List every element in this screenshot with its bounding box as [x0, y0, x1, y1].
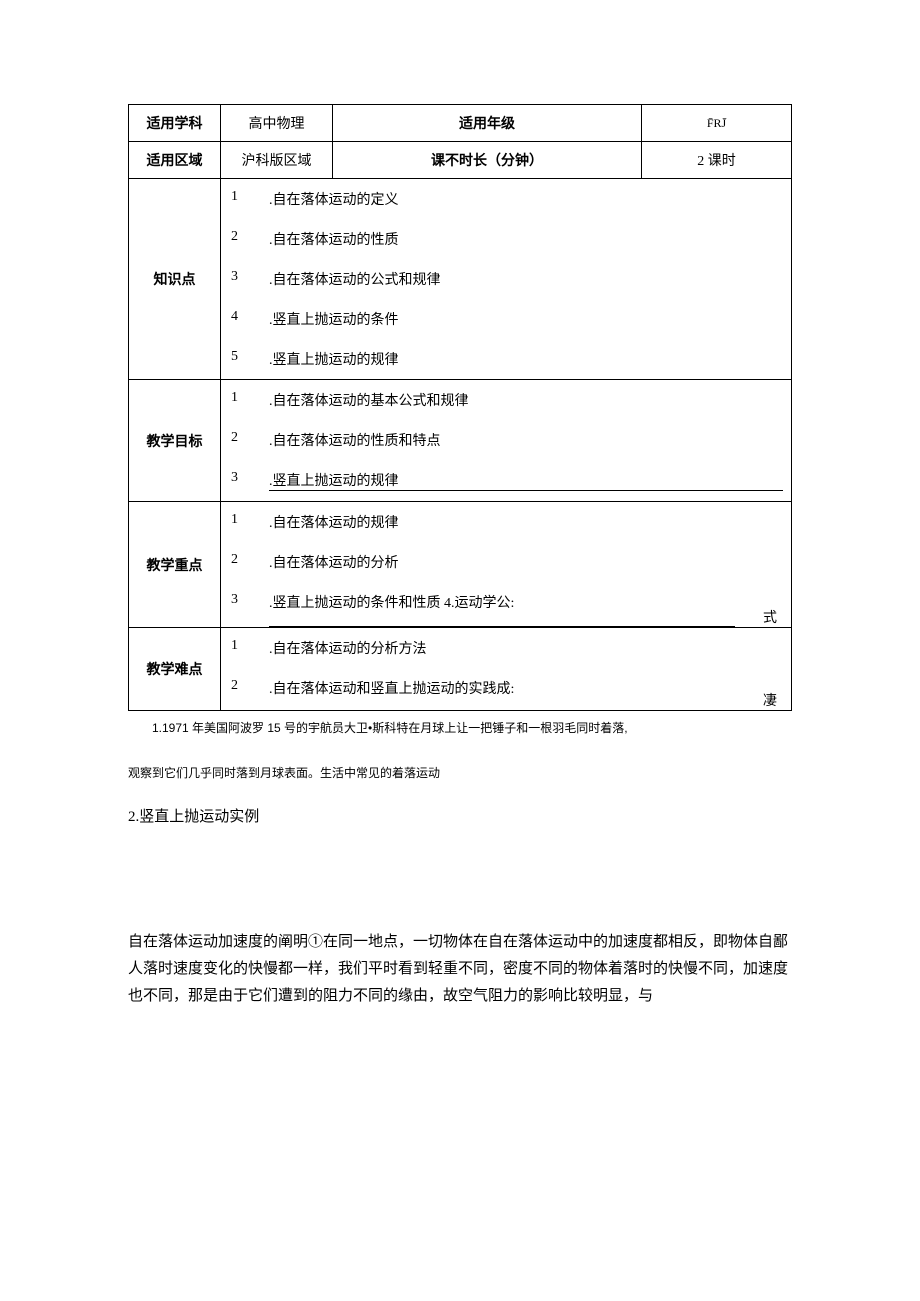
- item-text: .竖直上抛运动的条件: [269, 309, 634, 329]
- list-item: 5 .竖直上抛运动的规律: [221, 339, 642, 379]
- list-item: 2 .自在落体运动的性质和特点: [221, 420, 791, 460]
- item-number: 1: [229, 638, 269, 658]
- item-number: 2: [229, 430, 269, 450]
- empty-cell: [642, 179, 792, 380]
- item-text: .自在落体运动的性质和特点: [269, 430, 783, 450]
- item-text: .自在落体运动的公式和规律: [269, 269, 634, 289]
- item-text: .自在落体运动的性质: [269, 229, 634, 249]
- item-text: .竖直上抛运动的规律: [269, 349, 634, 369]
- knowledge-list: 1 .自在落体运动的定义 2 .自在落体运动的性质 3 .自在落体运动的公式和规…: [221, 179, 642, 380]
- item-number: 1: [229, 390, 269, 410]
- objectives-label: 教学目标: [129, 380, 221, 502]
- subject-label: 适用学科: [129, 105, 221, 142]
- curriculum-table: 适用学科 高中物理 适用年级 F̄RJ̄ 适用区域 沪科版区域 课不时长（分钟）…: [128, 104, 792, 711]
- paragraph: 自在落体运动加速度的阐明①在同一地点，一切物体在自在落体运动中的加速度都相反，即…: [128, 929, 792, 1010]
- list-item: 1 .自在落体运动的基本公式和规律: [221, 380, 791, 420]
- list-item: 3 .竖直上抛运动的规律: [221, 460, 791, 501]
- item-text: .自在落体运动的基本公式和规律: [269, 390, 783, 410]
- list-item: 1 .自在落体运动的定义: [221, 179, 642, 219]
- difficulties-list: 1 .自在落体运动的分析方法 2 .自在落体运动和竖直上抛运动的实践成: 凄: [221, 628, 792, 711]
- table-row: 教学难点 1 .自在落体运动的分析方法 2 .自在落体运动和竖直上抛运动的实践成…: [129, 628, 792, 711]
- item-number: 3: [229, 592, 269, 627]
- list-item: 1 .自在落体运动的规律: [221, 502, 791, 542]
- duration-value: 2 课时: [642, 142, 792, 179]
- item-text: .自在落体运动和竖直上抛运动的实践成:: [269, 678, 735, 710]
- grade-label: 适用年级: [333, 105, 642, 142]
- keypoints-label: 教学重点: [129, 502, 221, 628]
- list-item: 3 .自在落体运动的公式和规律: [221, 259, 642, 299]
- item-text: .自在落体运动的定义: [269, 189, 634, 209]
- subject-value: 高中物理: [221, 105, 333, 142]
- list-item: 2 .自在落体运动的性质: [221, 219, 642, 259]
- item-suffix: 式: [735, 607, 783, 627]
- difficulties-label: 教学难点: [129, 628, 221, 711]
- item-number: 2: [229, 678, 269, 710]
- grade-value: F̄RJ̄: [642, 105, 792, 142]
- duration-label: 课不时长（分钟）: [333, 142, 642, 179]
- item-text: .自在落体运动的分析方法: [269, 638, 783, 658]
- knowledge-label: 知识点: [129, 179, 221, 380]
- item-number: 4: [229, 309, 269, 329]
- region-label: 适用区域: [129, 142, 221, 179]
- item-text: .自在落体运动的分析: [269, 552, 783, 572]
- table-row: 教学重点 1 .自在落体运动的规律 2 .自在落体运动的分析 3 .竖直上抛运动…: [129, 502, 792, 628]
- table-row: 知识点 1 .自在落体运动的定义 2 .自在落体运动的性质 3 .自在落体运动的…: [129, 179, 792, 380]
- keypoints-list: 1 .自在落体运动的规律 2 .自在落体运动的分析 3 .竖直上抛运动的条件和性…: [221, 502, 792, 628]
- paragraph: 2.竖直上抛运动实例: [128, 805, 792, 829]
- item-text-wrap: .自在落体运动和竖直上抛运动的实践成: 凄: [269, 678, 783, 710]
- table-row: 适用学科 高中物理 适用年级 F̄RJ̄: [129, 105, 792, 142]
- item-number: 5: [229, 349, 269, 369]
- item-text: .竖直上抛运动的条件和性质 4.运动学公:: [269, 592, 735, 627]
- item-text: .自在落体运动的规律: [269, 512, 783, 532]
- item-number: 2: [229, 229, 269, 249]
- item-text: .竖直上抛运动的规律: [269, 470, 783, 491]
- item-text-wrap: .竖直上抛运动的规律: [269, 470, 783, 491]
- list-item: 2 .自在落体运动和竖直上抛运动的实践成: 凄: [221, 668, 791, 710]
- item-text-wrap: .竖直上抛运动的条件和性质 4.运动学公: 式: [269, 592, 783, 627]
- item-number: 3: [229, 470, 269, 491]
- list-item: 1 .自在落体运动的分析方法: [221, 628, 791, 668]
- paragraph: 观察到它们几乎同时落到月球表面。生活中常见的着落运动: [128, 764, 792, 783]
- table-row: 适用区域 沪科版区域 课不时长（分钟） 2 课时: [129, 142, 792, 179]
- table-row: 教学目标 1 .自在落体运动的基本公式和规律 2 .自在落体运动的性质和特点 3…: [129, 380, 792, 502]
- list-item: 3 .竖直上抛运动的条件和性质 4.运动学公: 式: [221, 582, 791, 627]
- item-number: 3: [229, 269, 269, 289]
- item-number: 2: [229, 552, 269, 572]
- item-number: 1: [229, 512, 269, 532]
- list-item: 2 .自在落体运动的分析: [221, 542, 791, 582]
- item-number: 1: [229, 189, 269, 209]
- item-suffix: 凄: [735, 690, 783, 710]
- paragraph: 1.1971 年美国阿波罗 15 号的宇航员大卫•斯科特在月球上让一把锤子和一根…: [128, 719, 792, 738]
- list-item: 4 .竖直上抛运动的条件: [221, 299, 642, 339]
- objectives-list: 1 .自在落体运动的基本公式和规律 2 .自在落体运动的性质和特点 3 .竖直上…: [221, 380, 792, 502]
- content-section: 1.1971 年美国阿波罗 15 号的宇航员大卫•斯科特在月球上让一把锤子和一根…: [128, 719, 792, 1010]
- region-value: 沪科版区域: [221, 142, 333, 179]
